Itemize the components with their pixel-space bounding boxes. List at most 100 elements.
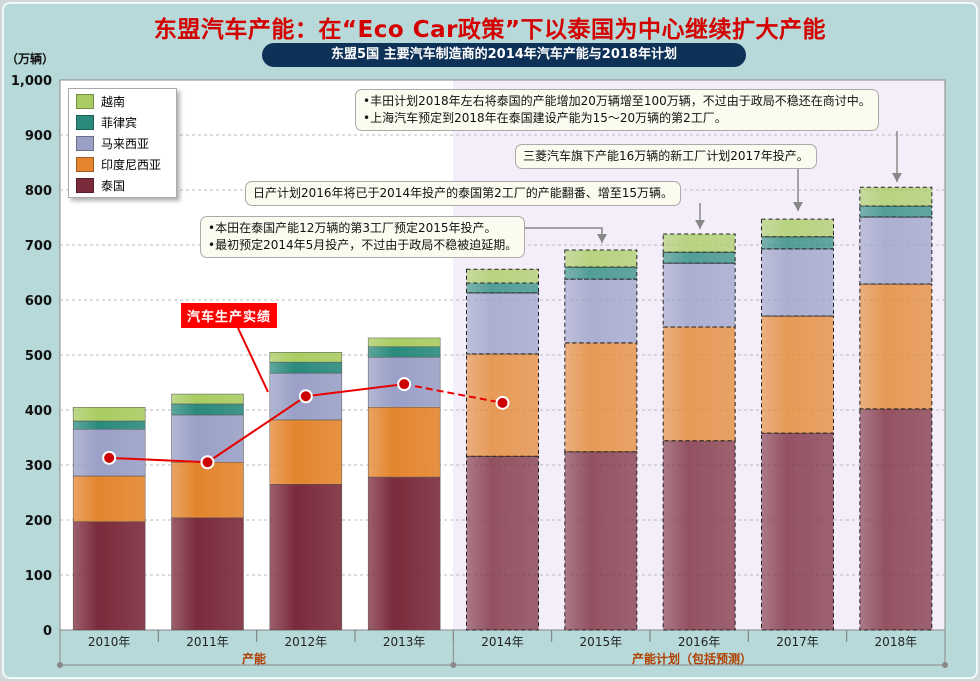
legend-label: 菲律宾	[101, 116, 138, 130]
bar-segment-菲律宾	[72, 420, 146, 430]
legend-label: 越南	[101, 95, 126, 109]
bar-segment-马来西亚	[171, 414, 244, 463]
x-tick-label: 2017年	[776, 635, 819, 649]
legend-label: 马来西亚	[101, 137, 150, 151]
note-mitsubishi: 三菱汽车旗下产能16万辆的新工厂计划2017年投产。	[515, 144, 817, 169]
legend-label: 泰国	[101, 179, 126, 193]
legend-item-vietnam: 越南	[76, 91, 176, 112]
note-toyota: •丰田计划2018年左右将泰国的产能增加20万辆增至100万辆，不过由于政局不稳…	[355, 89, 879, 131]
bracket-dot	[942, 662, 948, 668]
bar-segment-越南	[72, 407, 146, 422]
bar-segment-泰国	[367, 476, 441, 631]
y-tick-label: 1,000	[11, 74, 52, 89]
x-tick-label: 2015年	[580, 635, 623, 649]
y-tick-label: 400	[25, 404, 52, 419]
bar-segment-马来西亚	[564, 278, 638, 344]
arrow-honda-head	[597, 234, 607, 243]
bar-segment-泰国	[72, 521, 146, 631]
chart-subtitle: 东盟5国 主要汽车制造商的2014年汽车产能与2018年计划	[262, 43, 746, 67]
bar-segment-越南	[859, 186, 933, 207]
bar-segment-越南	[564, 249, 638, 268]
bar-segment-菲律宾	[662, 251, 736, 264]
x-tick-label: 2018年	[875, 635, 918, 649]
x-tick-label: 2010年	[88, 635, 131, 649]
y-tick-label: 800	[25, 184, 52, 199]
bar-segment-越南	[269, 352, 343, 363]
legend-item-malaysia: 马来西亚	[76, 133, 176, 154]
legend-swatch	[76, 115, 94, 130]
y-tick-label: 0	[43, 624, 52, 639]
group-label-forecast: 产能计划（包括预测）	[632, 652, 753, 666]
arrow-toyota-head	[892, 173, 902, 182]
legend-label: 印度尼西亚	[101, 158, 162, 172]
bar-segment-泰国	[466, 455, 539, 631]
legend-item-philippines: 菲律宾	[76, 112, 176, 133]
bar-segment-印度尼西亚	[761, 315, 834, 434]
bar-segment-印度尼西亚	[662, 326, 736, 442]
note-nissan: 日产计划2016年将已于2014年投产的泰国第2工厂的产能翻番、增至15万辆。	[245, 181, 681, 206]
bar-segment-越南	[662, 233, 736, 253]
bar-segment-菲律宾	[466, 282, 539, 294]
bar-segment-菲律宾	[171, 403, 244, 416]
bar-segment-越南	[466, 268, 539, 284]
arrow-nissan-head	[695, 220, 705, 229]
line-point	[495, 395, 510, 410]
y-tick-label: 100	[25, 569, 52, 584]
line-segment	[403, 383, 503, 404]
bar-segment-菲律宾	[564, 266, 638, 280]
note-line: •最初预定2014年5月投产，不过由于政局不稳被迫延期。	[208, 238, 518, 252]
bar-segment-印度尼西亚	[564, 342, 638, 453]
bar-segment-菲律宾	[761, 236, 834, 250]
bar-segment-菲律宾	[859, 205, 933, 218]
arrow-mitsubishi-head	[793, 202, 803, 211]
legend-swatch	[76, 178, 94, 193]
bracket-dot	[57, 662, 63, 668]
note-honda: •本田在泰国产能12万辆的第3工厂预定2015年投产。 •最初预定2014年5月…	[200, 216, 526, 258]
legend-swatch	[76, 157, 94, 172]
x-tick-label: 2012年	[285, 635, 328, 649]
note-line: •本田在泰国产能12万辆的第3工厂预定2015年投产。	[208, 221, 497, 235]
bar-segment-印度尼西亚	[367, 407, 441, 478]
line-point	[102, 450, 117, 465]
bar-segment-印度尼西亚	[859, 283, 933, 410]
legend-swatch	[76, 136, 94, 151]
x-tick-label: 2013年	[383, 635, 426, 649]
bar-segment-泰国	[269, 484, 343, 631]
bar-segment-马来西亚	[761, 248, 834, 317]
bar-segment-泰国	[564, 451, 638, 631]
legend-item-indonesia: 印度尼西亚	[76, 154, 176, 175]
bar-segment-泰国	[171, 517, 244, 631]
bar-segment-泰国	[761, 432, 834, 631]
line-segment	[109, 456, 208, 464]
bar-segment-印度尼西亚	[72, 475, 146, 522]
y-tick-label: 700	[25, 239, 52, 254]
legend: 越南 菲律宾 马来西亚 印度尼西亚 泰国	[68, 88, 177, 198]
bar-segment-马来西亚	[662, 262, 736, 328]
x-tick-label: 2014年	[481, 635, 524, 649]
x-tick-label: 2011年	[186, 635, 229, 649]
y-tick-label: 600	[25, 294, 52, 309]
bar-segment-越南	[367, 337, 441, 348]
chart-title: 东盟汽车产能：在“Eco Car政策”下以泰国为中心继续扩大产能	[153, 17, 827, 43]
line-series-label: 汽车生产实绩	[181, 303, 278, 328]
bar-segment-泰国	[662, 440, 736, 631]
line-point	[397, 377, 412, 392]
group-label-actual: 产能	[242, 652, 267, 666]
line-point	[298, 389, 313, 404]
bar-segment-越南	[171, 393, 244, 405]
bracket-dot	[450, 662, 457, 668]
y-tick-label: 200	[25, 514, 52, 529]
legend-item-thailand: 泰国	[76, 175, 176, 196]
note-line: •丰田计划2018年左右将泰国的产能增加20万辆增至100万辆，不过由于政局不稳…	[363, 94, 871, 108]
line-segment	[206, 395, 307, 464]
note-line: 日产计划2016年将已于2014年投产的泰国第2工厂的产能翻番、增至15万辆。	[253, 186, 673, 200]
y-axis-unit: （万辆）	[6, 52, 55, 66]
note-line: •上海汽车预定到2018年在泰国建设产能为15～20万辆的第2工厂。	[363, 111, 727, 125]
bar-segment-印度尼西亚	[269, 419, 343, 485]
bar-segment-越南	[761, 218, 834, 238]
line-segment	[305, 383, 405, 398]
y-tick-label: 900	[25, 129, 52, 144]
bar-segment-菲律宾	[367, 346, 441, 358]
label-pointer	[237, 327, 269, 393]
y-tick-label: 300	[25, 459, 52, 474]
